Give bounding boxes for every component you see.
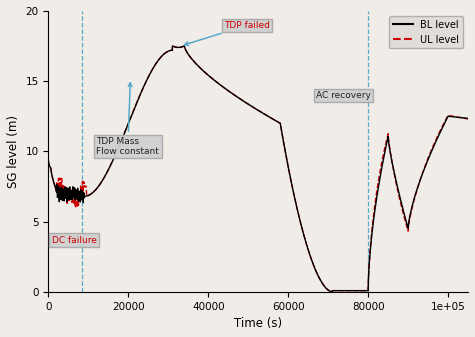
Text: AC recovery: AC recovery	[316, 91, 371, 100]
Legend: BL level, UL level: BL level, UL level	[389, 16, 463, 49]
Y-axis label: SG level (m): SG level (m)	[7, 115, 20, 188]
Text: DC failure: DC failure	[52, 236, 96, 245]
Text: TDP failed: TDP failed	[185, 21, 270, 45]
Text: TDP Mass
Flow constant: TDP Mass Flow constant	[96, 83, 159, 156]
X-axis label: Time (s): Time (s)	[234, 317, 282, 330]
